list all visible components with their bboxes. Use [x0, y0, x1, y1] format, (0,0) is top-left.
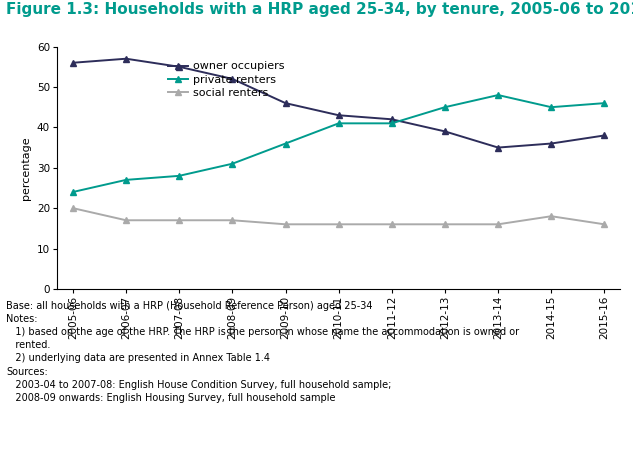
- owner occupiers: [494, 145, 502, 151]
- social renters: [175, 218, 183, 223]
- Y-axis label: percentage: percentage: [22, 136, 32, 199]
- private renters: [388, 121, 396, 126]
- social renters: [494, 221, 502, 227]
- private renters: [494, 92, 502, 98]
- social renters: [548, 213, 555, 219]
- owner occupiers: [601, 133, 608, 138]
- social renters: [335, 221, 342, 227]
- owner occupiers: [175, 64, 183, 69]
- owner occupiers: [548, 141, 555, 146]
- private renters: [122, 177, 130, 183]
- private renters: [601, 100, 608, 106]
- owner occupiers: [229, 76, 236, 82]
- Line: social renters: social renters: [70, 206, 607, 227]
- social renters: [282, 221, 289, 227]
- social renters: [122, 218, 130, 223]
- Text: Figure 1.3: Households with a HRP aged 25-34, by tenure, 2005-06 to 2015-16: Figure 1.3: Households with a HRP aged 2…: [6, 2, 633, 17]
- private renters: [229, 161, 236, 166]
- private renters: [175, 173, 183, 178]
- private renters: [69, 189, 77, 195]
- Legend: owner occupiers, private renters, social renters: owner occupiers, private renters, social…: [164, 57, 289, 103]
- owner occupiers: [441, 129, 449, 134]
- private renters: [548, 104, 555, 110]
- owner occupiers: [335, 112, 342, 118]
- social renters: [69, 206, 77, 211]
- owner occupiers: [388, 116, 396, 122]
- social renters: [229, 218, 236, 223]
- owner occupiers: [69, 60, 77, 66]
- private renters: [441, 104, 449, 110]
- owner occupiers: [122, 56, 130, 62]
- Line: private renters: private renters: [70, 92, 607, 195]
- social renters: [388, 221, 396, 227]
- social renters: [441, 221, 449, 227]
- private renters: [335, 121, 342, 126]
- Line: owner occupiers: owner occupiers: [70, 56, 607, 151]
- social renters: [601, 221, 608, 227]
- owner occupiers: [282, 100, 289, 106]
- private renters: [282, 141, 289, 146]
- Text: Base: all households with a HRP (Household Reference Person) aged 25-34
Notes:
 : Base: all households with a HRP (Househo…: [6, 301, 520, 403]
